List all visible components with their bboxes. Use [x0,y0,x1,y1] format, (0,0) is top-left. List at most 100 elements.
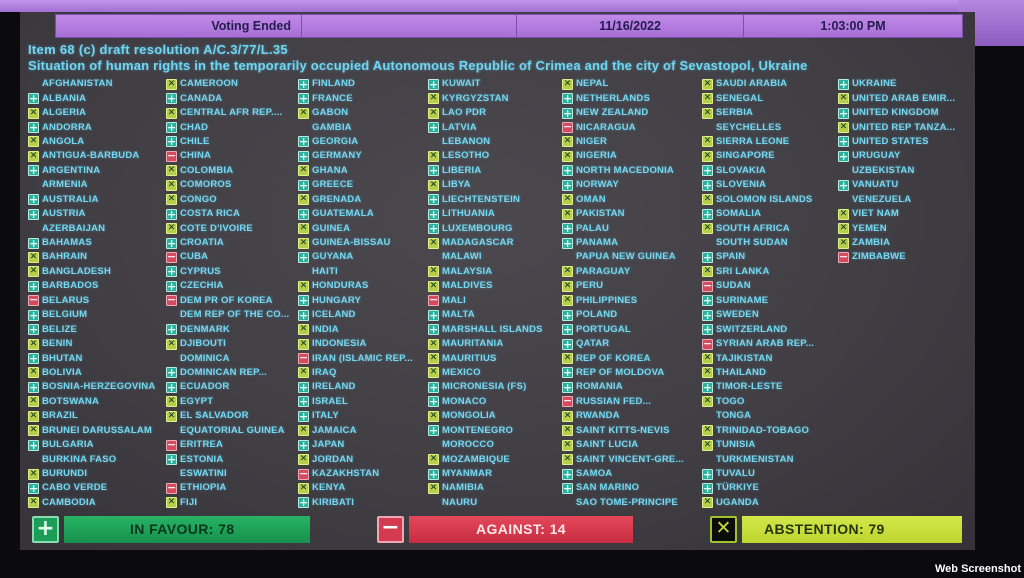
abstention-x-icon: ✕ [166,497,177,509]
country-row: + SOMALIA [702,207,838,221]
country-name: SAMOA [576,468,613,480]
country-name: SAINT KITTS-NEVIS [576,424,670,436]
country-row: PAPUA NEW GUINEA [562,250,702,264]
country-name: EL SALVADOR [180,410,249,422]
country-row: + BHUTAN [28,351,166,365]
country-row: ✕ SOUTH AFRICA [702,221,838,235]
country-name: PANAMA [576,237,619,249]
country-row: + CHAD [166,120,298,134]
country-row: ✕ FIJI [166,496,298,510]
country-row: ✕ YEMEN [838,221,970,235]
country-row: ✕ UNITED ARAB EMIR... [838,91,970,105]
country-name: REP OF KOREA [576,352,651,364]
country-name: AZERBAIJAN [42,222,106,234]
in-favour-plus-icon: + [702,208,713,220]
country-row: ✕ REP OF KOREA [562,351,702,365]
against-minus-icon: − [298,468,309,480]
in-favour-plus-icon: + [562,338,573,350]
in-favour-plus-icon: + [166,381,177,393]
country-name: DOMINICAN REP... [180,366,267,378]
resolution-item-title: Item 68 (c) draft resolution A/C.3/77/L.… [28,42,288,57]
country-name: INDONESIA [312,338,367,350]
abstention-x-icon: ✕ [28,367,39,379]
in-favour-plus-icon: + [428,122,439,134]
country-name: SOMALIA [716,208,762,220]
country-name: BELGIUM [42,309,88,321]
country-row: + LUXEMBOURG [428,221,562,235]
country-name: MONGOLIA [442,410,496,422]
in-favour-plus-icon: + [702,324,713,336]
country-name: TONGA [716,410,752,422]
country-name: NIGER [576,135,608,147]
country-row: ✕ JORDAN [298,452,428,466]
country-row: + CHILE [166,135,298,149]
country-name: SPAIN [716,251,746,263]
country-row: + SWEDEN [702,308,838,322]
abstention-x-icon: ✕ [298,223,309,235]
country-row: ✕ COMOROS [166,178,298,192]
in-favour-plus-icon: + [562,93,573,105]
in-favour-plus-icon: + [166,280,177,292]
country-name: IRAN (ISLAMIC REP... [312,352,413,364]
abstention-x-icon: ✕ [562,194,573,206]
against-minus-icon: − [166,482,177,494]
country-name: PHILIPPINES [576,294,638,306]
country-row: + ARGENTINA [28,164,166,178]
country-name: MADAGASCAR [442,237,514,249]
vote-column: ✕ CAMEROON + CANADA ✕ CENTRAL AFR REP.... + CHA… [166,77,298,510]
abstention-x-icon: ✕ [428,482,439,494]
country-name: MONACO [442,395,487,407]
country-row: + POLAND [562,308,702,322]
in-favour-plus-icon: + [166,454,177,466]
country-row: + NORWAY [562,178,702,192]
country-row: ✕ TRINIDAD-TOBAGO [702,424,838,438]
country-row: + MALTA [428,308,562,322]
abstention-x-icon: ✕ [298,338,309,350]
country-row: + BOSNIA-HERZEGOVINA [28,380,166,394]
country-row: ✕ MADAGASCAR [428,236,562,250]
country-row: ✕ NIGER [562,135,702,149]
country-name: ERITREA [180,439,224,451]
country-row: ✕ MAURITANIA [428,337,562,351]
country-row: ✕ INDIA [298,322,428,336]
country-name: JORDAN [312,453,354,465]
country-name: NETHERLANDS [576,92,650,104]
abstention-x-icon: ✕ [428,266,439,278]
country-row: ✕ MONGOLIA [428,409,562,423]
country-row: + MARSHALL ISLANDS [428,322,562,336]
abstention-x-icon: ✕ [298,107,309,119]
abstention-x-icon: ✕ [298,194,309,206]
abstention-x-icon: ✕ [562,439,573,451]
country-row: ✕ SIERRA LEONE [702,135,838,149]
country-name: BURUNDI [42,468,88,480]
in-favour-plus-icon: + [298,208,309,220]
abstention-x-icon: ✕ [28,266,39,278]
country-row: ✕ MALDIVES [428,279,562,293]
country-row: ✕ TAJIKISTAN [702,351,838,365]
country-row: ✕ BOLIVIA [28,366,166,380]
voting-board: Voting Ended 11/16/2022 1:03:00 PM Item … [20,12,975,550]
in-favour-plus-icon: + [562,237,573,249]
country-row: ✕ BRAZIL [28,409,166,423]
in-favour-plus-icon: + [428,468,439,480]
country-name: BENIN [42,338,73,350]
country-row: + MONACO [428,395,562,409]
abstention-x-icon: ✕ [166,179,177,191]
country-row: + NEW ZEALAND [562,106,702,120]
country-name: CHINA [180,150,212,162]
country-name: TOGO [716,395,745,407]
country-row: ✕ LIBYA [428,178,562,192]
country-name: POLAND [576,309,618,321]
country-name: VENEZUELA [852,193,912,205]
country-name: SOUTH SUDAN [716,237,788,249]
country-row: AZERBAIJAN [28,221,166,235]
country-name: SLOVAKIA [716,164,766,176]
country-name: SWITZERLAND [716,323,788,335]
country-row: ✕ COLOMBIA [166,164,298,178]
country-name: UZBEKISTAN [852,164,915,176]
in-favour-plus-icon: + [702,179,713,191]
country-name: CANADA [180,92,223,104]
country-name: KIRIBATI [312,496,355,508]
abstention-x-icon: ✕ [562,295,573,307]
vote-column: + UKRAINE ✕ UNITED ARAB EMIR... + UNITED KING… [838,77,970,265]
